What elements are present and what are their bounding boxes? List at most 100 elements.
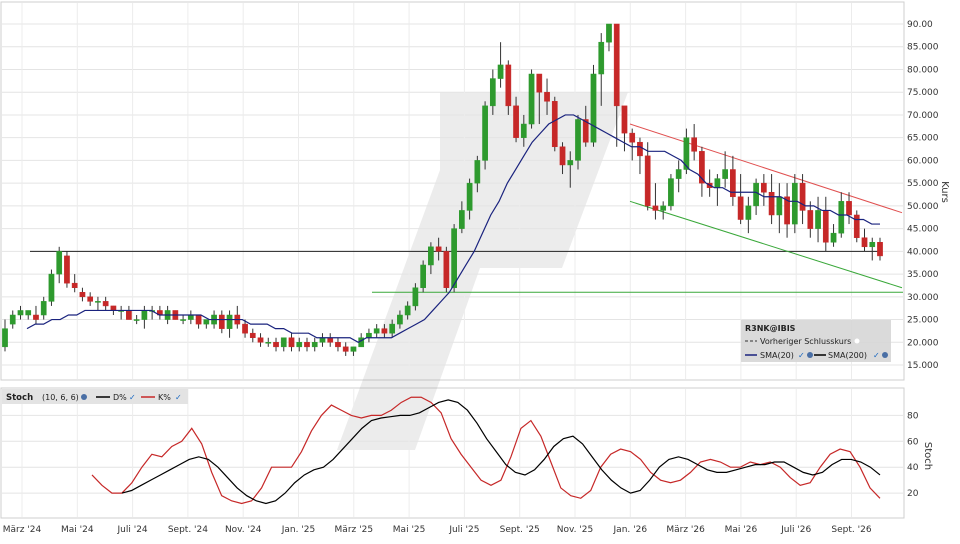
candle [853, 210, 860, 243]
candle [799, 174, 806, 225]
xtick-label: Sept. '26 [831, 525, 871, 535]
candle [784, 183, 790, 238]
candle [869, 237, 876, 261]
xtick-label: Nov. '25 [557, 525, 594, 535]
candle [40, 296, 47, 320]
candle [17, 305, 24, 320]
stoch-d-check-icon[interactable]: ✓ [129, 393, 136, 402]
candle [489, 69, 496, 115]
xtick-label: Juli '25 [448, 525, 479, 535]
stoch-d-label: D% [113, 393, 127, 402]
candle [335, 337, 341, 352]
candle [768, 174, 775, 225]
candle [474, 155, 481, 193]
candle [861, 228, 868, 252]
main-ytick-label: 60.000 [907, 156, 939, 166]
candle [64, 251, 70, 288]
legend-sma200-label: SMA(200) [828, 351, 867, 360]
stoch-k-check-icon[interactable]: ✓ [175, 393, 182, 402]
legend-prev-close-label: Vorheriger Schlusskurs [760, 337, 851, 346]
candle [242, 319, 248, 338]
candle [675, 160, 682, 193]
candle [737, 174, 744, 225]
legend-prev-close-toggle-icon[interactable] [854, 338, 860, 344]
candle [791, 174, 798, 234]
xtick-label: Mai '24 [61, 525, 94, 535]
main-ytick-label: 65.000 [907, 134, 939, 144]
support-trendline [629, 200, 903, 289]
candle [56, 246, 63, 284]
candle [311, 337, 318, 352]
xtick-label: Sept. '24 [168, 525, 208, 535]
candle [760, 174, 767, 206]
candle [2, 319, 8, 352]
candle [296, 337, 303, 352]
candle [846, 192, 852, 225]
main-ytick-label: 25.000 [907, 316, 939, 326]
candle [699, 146, 705, 197]
candle [730, 155, 736, 206]
candle [435, 237, 442, 261]
main-ylabel: Kurs [939, 181, 950, 203]
xtick-label: Mai '25 [393, 525, 426, 535]
candle [397, 310, 403, 329]
resistance-trendline [629, 123, 903, 214]
candle [203, 319, 210, 329]
stoch-ytick-label: 80 [907, 411, 919, 421]
stoch-ytick-label: 40 [907, 463, 919, 473]
candle [536, 73, 543, 125]
candle [745, 196, 752, 234]
candle [482, 101, 488, 170]
candle [350, 346, 357, 356]
candle [9, 310, 16, 329]
main-ytick-label: 55.000 [907, 179, 939, 189]
stoch-k-line [91, 396, 881, 505]
stoch-ytick-label: 60 [907, 437, 919, 447]
candle [551, 96, 558, 152]
candle [133, 315, 140, 325]
main-ytick-label: 80.000 [907, 65, 939, 75]
candle [451, 224, 457, 293]
main-ytick-label: 50.000 [907, 202, 939, 212]
candle [404, 301, 411, 320]
candle [33, 305, 39, 325]
stoch-k-label: K% [158, 393, 171, 402]
xtick-label: März '25 [335, 525, 374, 535]
stoch-legend-params: (10, 6, 6) [42, 393, 79, 402]
candle [830, 224, 837, 247]
candle [87, 292, 94, 306]
candle [660, 201, 667, 220]
candle [412, 283, 419, 311]
candle [218, 310, 225, 334]
legend-sma200-settings-icon[interactable] [882, 352, 888, 358]
main-ytick-label: 90.00 [907, 20, 933, 30]
main-ytick-label: 35.000 [907, 270, 939, 280]
main-ytick-label: 15.000 [907, 361, 939, 371]
candle [691, 124, 698, 161]
sma20-line [26, 114, 880, 343]
candle [505, 60, 512, 115]
candle [528, 69, 535, 129]
main-ytick-label: 30.000 [907, 293, 939, 303]
legend-sma20-check-icon[interactable]: ✓ [798, 351, 805, 360]
candle [420, 260, 426, 293]
candle [459, 201, 465, 234]
candle [443, 246, 450, 293]
legend-sma20-settings-icon[interactable] [807, 352, 813, 358]
candle [567, 151, 574, 188]
main-ytick-label: 70.000 [907, 111, 939, 121]
stoch-settings-icon[interactable] [81, 394, 87, 400]
watermark-logo [337, 92, 628, 450]
legend-sma20-label: SMA(20) [760, 351, 794, 360]
candle [280, 337, 287, 352]
main-ytick-label: 75.000 [907, 88, 939, 98]
candle [95, 296, 101, 311]
candle [544, 78, 550, 115]
stoch-legend-title: Stoch [6, 393, 33, 403]
candle [389, 319, 396, 338]
candle [621, 105, 628, 152]
candle [497, 42, 504, 88]
legend-sma200-check-icon[interactable]: ✓ [873, 351, 880, 360]
candle [466, 178, 473, 220]
candle [428, 242, 434, 275]
